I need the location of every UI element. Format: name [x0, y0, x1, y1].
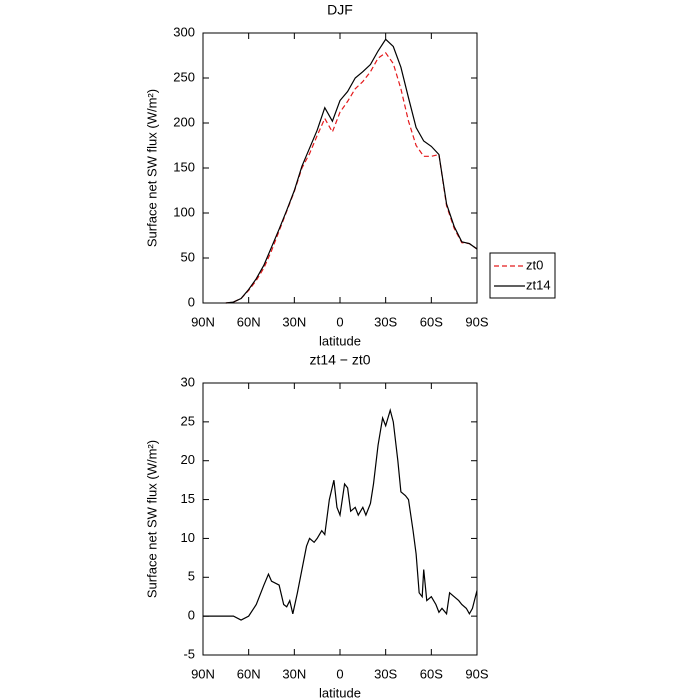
data-line: [225, 38, 478, 304]
y-tick-label: 300: [173, 24, 195, 39]
y-tick-label: 50: [181, 249, 195, 264]
chart-title: DJF: [327, 2, 353, 18]
legend-label: zt14: [526, 277, 551, 292]
x-tick-label: 0: [336, 314, 343, 329]
x-tick-label: 90N: [191, 314, 215, 329]
x-tick-label: 90S: [465, 666, 488, 681]
x-tick-label: 60N: [237, 666, 261, 681]
plot-frame: [202, 32, 478, 304]
legend-label: zt0: [526, 257, 543, 272]
x-tick-label: 30N: [282, 666, 306, 681]
legend-box: [489, 252, 556, 299]
x-tick-label: 30S: [374, 666, 397, 681]
y-tick-label: 100: [173, 204, 195, 219]
chart-title: zt14 − zt0: [309, 352, 370, 368]
y-tick-label: 20: [181, 452, 195, 467]
x-tick-label: 0: [336, 666, 343, 681]
x-tick-label: 90S: [465, 314, 488, 329]
y-axis-label: Surface net SW flux (W/m²): [144, 440, 159, 598]
y-tick-label: 10: [181, 530, 195, 545]
y-tick-label: -5: [183, 646, 195, 661]
y-tick-label: 200: [173, 114, 195, 129]
y-tick-label: 30: [181, 374, 195, 389]
y-tick-label: 0: [188, 294, 195, 309]
x-tick-label: 30S: [374, 314, 397, 329]
y-tick-label: 0: [188, 608, 195, 623]
x-tick-label: 30N: [282, 314, 306, 329]
x-tick-label: 60N: [237, 314, 261, 329]
x-tick-label: 60S: [420, 666, 443, 681]
y-tick-label: 25: [181, 413, 195, 428]
data-line: [203, 407, 478, 621]
x-tick-label: 90N: [191, 666, 215, 681]
x-axis-label: latitude: [319, 333, 361, 348]
y-axis-label: Surface net SW flux (W/m²): [144, 89, 159, 247]
y-tick-label: 250: [173, 69, 195, 84]
x-axis-label: latitude: [319, 685, 361, 700]
plot-frame: [202, 382, 478, 656]
y-tick-label: 15: [181, 491, 195, 506]
data-line: [225, 51, 478, 304]
x-tick-label: 60S: [420, 314, 443, 329]
y-tick-label: 150: [173, 159, 195, 174]
y-tick-label: 5: [188, 569, 195, 584]
